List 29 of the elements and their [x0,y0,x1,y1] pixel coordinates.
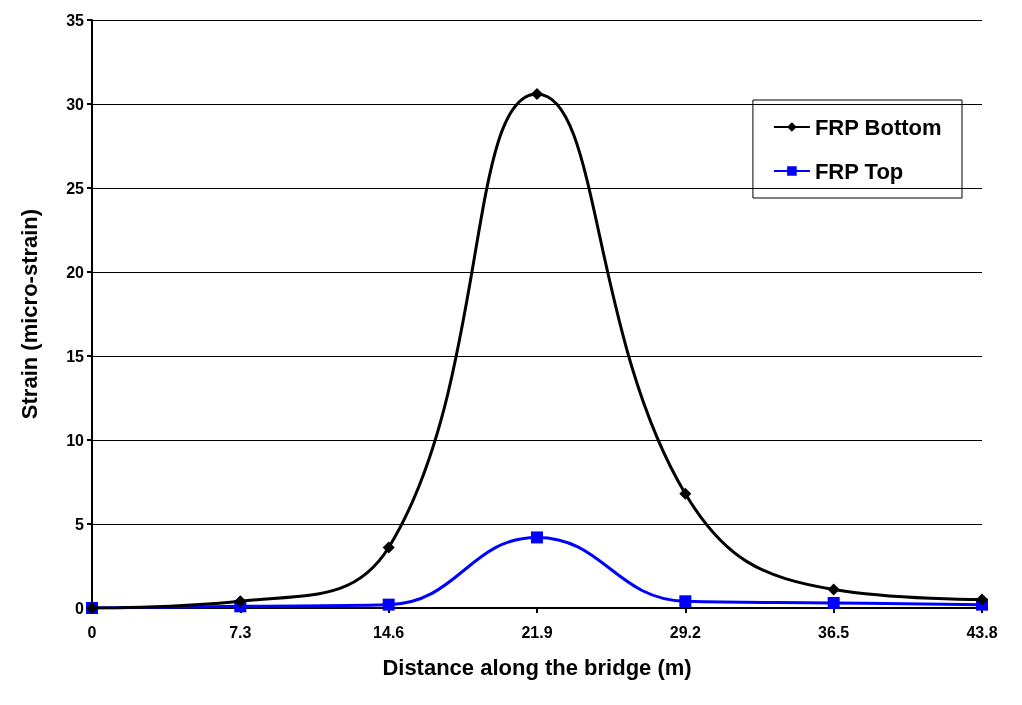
x-tick-label: 43.8 [966,623,998,641]
x-tick-label: 21.9 [521,623,553,641]
point [382,598,395,611]
x-tick-label: 0 [87,623,97,641]
point [234,595,247,608]
y-tick-label: 15 [66,347,85,365]
legend-label: FRP Bottom [814,114,942,140]
y-tick-label: 5 [75,515,85,533]
y-tick-label: 25 [66,179,85,197]
y-tick-label: 10 [66,431,85,449]
point [679,595,692,608]
y-tick-label: 0 [75,599,85,617]
y-axis-title: Strain (micro-strain) [16,208,42,420]
y-tick-label: 20 [66,263,85,281]
point [679,487,692,500]
y-tick-label: 35 [66,11,85,29]
x-tick-label: 36.5 [818,623,850,641]
x-tick-label: 29.2 [669,623,702,641]
point [382,541,395,554]
point [531,87,543,100]
x-tick-label: 7.3 [229,623,252,641]
legend-label: FRP Top [814,158,904,184]
x-axis-title: Distance along the bridge (m) [382,654,692,680]
y-tick-label: 30 [66,95,85,113]
point [827,583,840,596]
point [976,593,988,606]
point [531,531,543,544]
point [827,596,840,609]
x-tick-label: 14.6 [373,623,405,641]
